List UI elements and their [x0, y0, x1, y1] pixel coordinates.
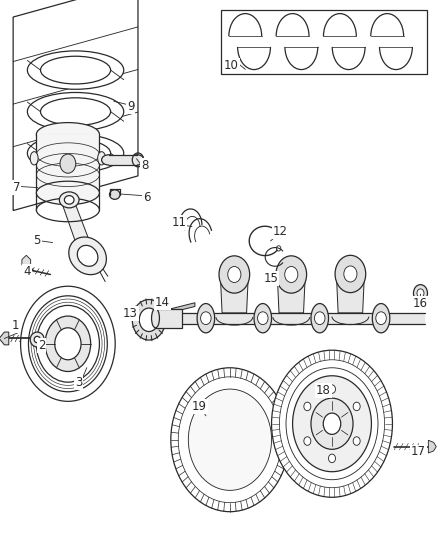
- Ellipse shape: [30, 152, 38, 165]
- Text: 11: 11: [171, 216, 186, 229]
- Text: 16: 16: [413, 297, 428, 310]
- Circle shape: [132, 300, 166, 340]
- Circle shape: [314, 312, 325, 325]
- Ellipse shape: [78, 245, 98, 266]
- Circle shape: [285, 266, 298, 282]
- Ellipse shape: [40, 56, 110, 84]
- Circle shape: [376, 312, 386, 325]
- Circle shape: [60, 154, 76, 173]
- Bar: [155, 313, 425, 324]
- Ellipse shape: [40, 98, 110, 126]
- Ellipse shape: [372, 304, 390, 333]
- Circle shape: [55, 328, 81, 360]
- Circle shape: [219, 256, 250, 293]
- Text: 7: 7: [13, 181, 21, 194]
- Circle shape: [45, 316, 91, 372]
- Ellipse shape: [152, 309, 159, 328]
- Bar: [155, 309, 182, 328]
- Circle shape: [258, 312, 268, 325]
- Ellipse shape: [27, 134, 124, 173]
- Ellipse shape: [59, 192, 79, 208]
- Text: 5: 5: [34, 235, 41, 247]
- Circle shape: [201, 312, 211, 325]
- Circle shape: [304, 437, 311, 446]
- Ellipse shape: [130, 155, 144, 165]
- Circle shape: [353, 402, 360, 410]
- Ellipse shape: [110, 190, 120, 199]
- Ellipse shape: [102, 155, 116, 165]
- Text: 15: 15: [263, 272, 278, 285]
- Polygon shape: [216, 317, 253, 324]
- Circle shape: [228, 266, 241, 282]
- Text: 14: 14: [155, 296, 170, 309]
- Ellipse shape: [27, 51, 124, 90]
- Ellipse shape: [27, 93, 124, 131]
- Polygon shape: [22, 255, 31, 269]
- Circle shape: [417, 289, 424, 297]
- Ellipse shape: [311, 304, 328, 333]
- Ellipse shape: [254, 304, 272, 333]
- Ellipse shape: [36, 123, 99, 146]
- Text: 19: 19: [192, 400, 207, 413]
- Circle shape: [344, 266, 357, 282]
- Polygon shape: [332, 317, 369, 324]
- Ellipse shape: [30, 332, 44, 347]
- Text: 12: 12: [273, 225, 288, 238]
- Circle shape: [171, 368, 289, 512]
- Bar: [109, 155, 137, 165]
- Text: 13: 13: [123, 307, 138, 320]
- Circle shape: [323, 413, 341, 434]
- Text: 18: 18: [316, 384, 331, 397]
- Circle shape: [304, 402, 311, 410]
- Ellipse shape: [197, 304, 215, 333]
- Circle shape: [188, 389, 272, 490]
- Circle shape: [21, 286, 115, 401]
- Ellipse shape: [36, 181, 99, 205]
- Bar: [36, 134, 99, 193]
- Ellipse shape: [40, 140, 110, 167]
- Circle shape: [293, 376, 371, 472]
- Polygon shape: [277, 274, 305, 313]
- Bar: [221, 10, 427, 74]
- Circle shape: [311, 398, 353, 449]
- Text: 1: 1: [11, 319, 19, 332]
- Circle shape: [413, 285, 427, 302]
- Text: 9: 9: [127, 100, 134, 113]
- Polygon shape: [336, 274, 364, 313]
- Circle shape: [353, 437, 360, 446]
- Text: 3: 3: [75, 376, 82, 389]
- Text: 8: 8: [141, 159, 148, 172]
- Circle shape: [276, 256, 307, 293]
- Polygon shape: [0, 332, 9, 345]
- Polygon shape: [273, 317, 310, 324]
- Ellipse shape: [69, 237, 106, 274]
- Circle shape: [335, 255, 366, 293]
- Circle shape: [272, 350, 392, 497]
- Circle shape: [328, 385, 336, 393]
- Polygon shape: [167, 303, 195, 313]
- Ellipse shape: [34, 336, 40, 343]
- Text: 10: 10: [224, 59, 239, 71]
- Text: 4: 4: [23, 265, 31, 278]
- Text: 2: 2: [38, 339, 46, 352]
- Text: 6: 6: [143, 191, 151, 204]
- Polygon shape: [63, 205, 91, 267]
- Polygon shape: [220, 274, 248, 313]
- Text: 17: 17: [411, 446, 426, 458]
- Circle shape: [139, 308, 159, 332]
- Ellipse shape: [98, 152, 106, 165]
- Circle shape: [328, 454, 336, 463]
- Ellipse shape: [64, 196, 74, 204]
- Polygon shape: [428, 440, 436, 453]
